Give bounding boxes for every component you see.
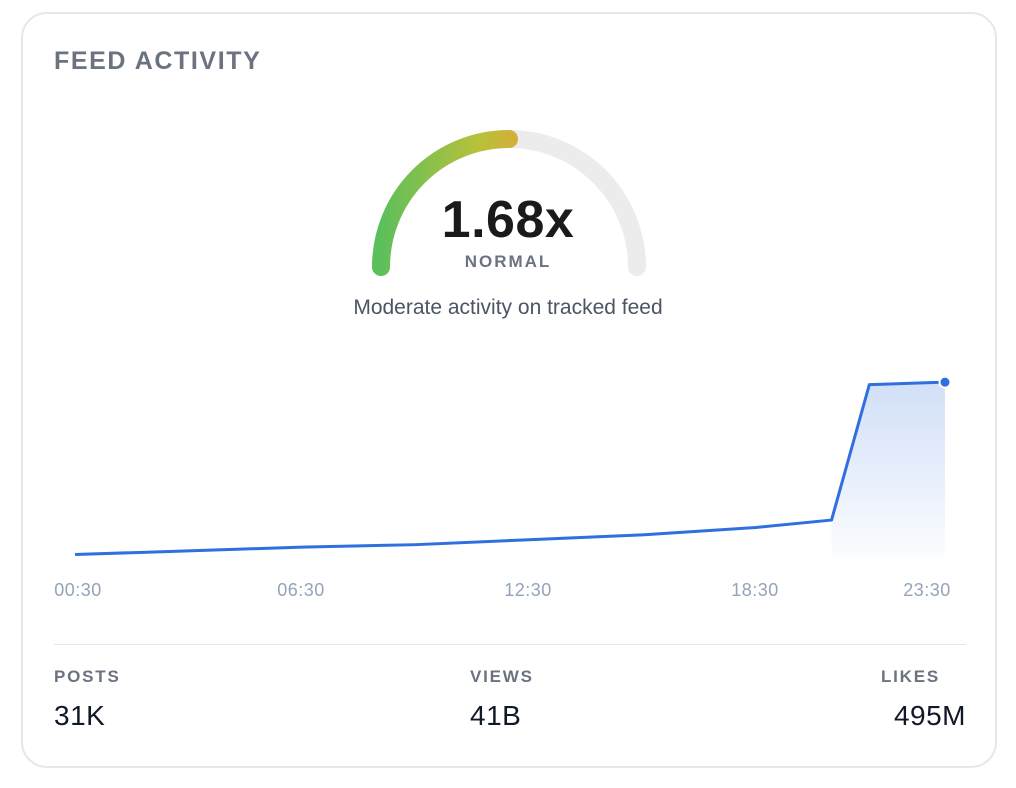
stat-label-views: VIEWS <box>470 667 534 686</box>
stat-value-posts: 31K <box>54 700 106 731</box>
stat-label-likes: LIKES <box>880 667 940 686</box>
gauge-caption: Moderate activity on tracked feed <box>353 296 663 319</box>
x-tick-label: 00:30 <box>54 580 102 600</box>
gauge-value: 1.68x <box>441 191 575 249</box>
x-tick-label: 12:30 <box>504 580 552 600</box>
stat-value-likes: 495M <box>893 700 966 731</box>
stat-value-views: 41B <box>470 700 522 731</box>
chart-series-line <box>74 380 946 557</box>
gauge-fill <box>372 130 518 276</box>
x-tick-label: 23:30 <box>903 580 951 600</box>
stat-label-posts: POSTS <box>54 667 121 686</box>
gauge-status-label: NORMAL <box>464 252 552 271</box>
stats-divider <box>54 644 966 645</box>
card-title: FEED ACTIVITY <box>54 47 262 75</box>
chart-area-fill <box>831 382 945 557</box>
x-tick-label: 06:30 <box>277 580 325 600</box>
chart-latest-point[interactable] <box>938 375 952 389</box>
x-tick-label: 18:30 <box>731 580 779 600</box>
